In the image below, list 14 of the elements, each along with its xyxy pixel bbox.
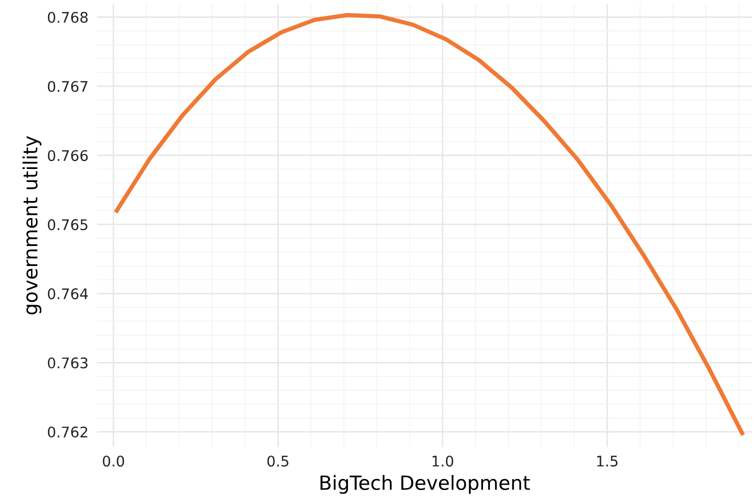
y-tick-label: 0.765: [48, 219, 88, 230]
y-tick-label: 0.764: [48, 288, 88, 300]
x-tick-label: 1.5: [597, 456, 618, 467]
x-tick-label: 1.0: [432, 456, 454, 467]
x-tick-label: 0.5: [267, 456, 288, 467]
x-axis-title: BigTech Development: [320, 475, 530, 494]
line-series: [114, 12, 744, 436]
y-tick-label: 0.766: [48, 150, 88, 162]
y-tick-label: 0.767: [48, 80, 88, 92]
y-tick-label: 0.763: [48, 357, 88, 368]
y-tick-label: 0.762: [48, 426, 88, 438]
x-tick-label: 0.0: [102, 456, 124, 467]
y-tick-label: 0.768: [48, 12, 88, 23]
y-axis-title: government utility: [22, 136, 42, 314]
